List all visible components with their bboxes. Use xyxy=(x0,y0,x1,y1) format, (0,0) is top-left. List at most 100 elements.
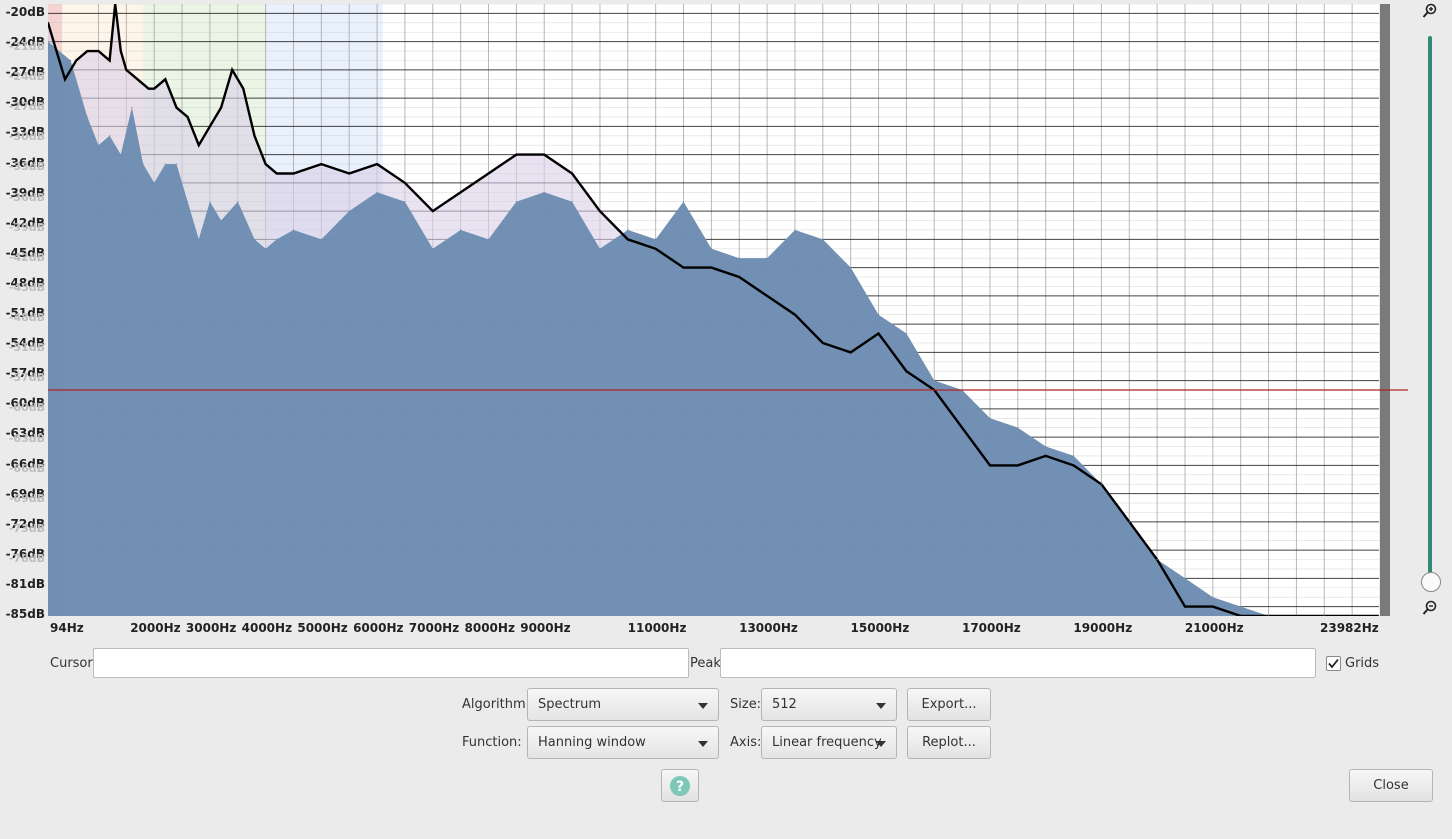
help-glyph: ? xyxy=(676,779,684,795)
axis-value: Linear frequency xyxy=(772,735,882,750)
db-tick-label: -45dB xyxy=(5,245,45,260)
series-2-point xyxy=(1239,615,1242,616)
db-tick-label: -20dB xyxy=(5,5,45,19)
frequency-tick-label: 17000Hz xyxy=(961,621,1021,635)
series-1-point xyxy=(404,201,406,203)
zoom-slider-thumb[interactable] xyxy=(1421,572,1441,592)
db-tick-label-secondary: -45dB xyxy=(8,280,45,294)
series-2-point xyxy=(821,342,824,344)
series-2-point xyxy=(738,276,741,278)
peak-field[interactable] xyxy=(720,648,1316,678)
db-tick-label-secondary: -30dB xyxy=(8,130,45,144)
series-1-point xyxy=(961,389,963,391)
series-1-point xyxy=(571,201,573,203)
series-2-point xyxy=(114,4,117,5)
series-2-point xyxy=(48,21,49,24)
db-tick-label: -51dB xyxy=(5,306,45,320)
series-1-point xyxy=(599,248,601,250)
db-tick-label: -42dB xyxy=(5,215,45,230)
series-2-point xyxy=(626,238,629,241)
series-2-point xyxy=(877,332,880,335)
series-2-point xyxy=(989,464,991,467)
series-2-point xyxy=(75,59,78,62)
series-2-point xyxy=(654,247,657,250)
series-1-point xyxy=(109,135,111,137)
series-2-point xyxy=(849,351,852,354)
series-2-point xyxy=(197,144,200,147)
series-2-point xyxy=(264,163,267,165)
series-2-point xyxy=(571,172,573,175)
series-1-point xyxy=(738,257,740,259)
axis-select[interactable]: Linear frequency xyxy=(761,726,897,759)
replot-button[interactable]: Replot... xyxy=(907,726,991,759)
size-label: Size: xyxy=(730,697,762,712)
peak-label: Peak: xyxy=(690,656,726,671)
frequency-tick-label: 11000Hz xyxy=(627,621,687,635)
zoom-slider-track[interactable] xyxy=(1428,36,1432,576)
db-tick-label-secondary: -66dB xyxy=(8,461,45,475)
spectrum-canvas xyxy=(48,4,1379,616)
size-value: 512 xyxy=(772,697,797,712)
series-1-point xyxy=(48,41,49,43)
frequency-tick-label: 8000Hz xyxy=(464,621,515,635)
frequency-tick-label: 13000Hz xyxy=(739,621,798,635)
series-1-point xyxy=(292,229,295,231)
series-1-point xyxy=(1184,577,1186,579)
series-2-point xyxy=(153,87,156,90)
series-1-point xyxy=(682,201,685,203)
algorithm-label: Algorithm: xyxy=(462,697,531,712)
grids-checkbox[interactable] xyxy=(1326,656,1341,671)
db-tick-label: -66dB xyxy=(5,456,45,471)
zoom-in-icon[interactable] xyxy=(1422,3,1438,19)
series-2-point xyxy=(231,69,234,71)
series-2-point xyxy=(404,181,406,184)
db-tick-label-secondary: -69dB xyxy=(8,491,45,505)
series-1-point xyxy=(1378,615,1379,616)
export-button[interactable]: Export... xyxy=(907,688,991,721)
series-2-point xyxy=(86,50,89,52)
frequency-tick-label: 9000Hz xyxy=(520,621,571,635)
cursor-label: Cursor: xyxy=(50,656,97,671)
series-2-point xyxy=(292,172,295,175)
series-1-point xyxy=(97,144,100,146)
function-select[interactable]: Hanning window xyxy=(527,726,719,759)
plot-vertical-scrollbar[interactable] xyxy=(1380,4,1390,616)
series-1-point xyxy=(905,332,907,335)
frequency-tick-label: 7000Hz xyxy=(408,621,460,635)
series-2-point xyxy=(459,191,462,194)
series-2-point xyxy=(599,210,601,213)
series-2-point xyxy=(1211,605,1214,608)
series-2-point xyxy=(209,125,211,128)
db-tick-label-secondary: -73dB xyxy=(8,521,45,535)
db-tick-label-secondary: -57dB xyxy=(8,371,45,385)
help-button[interactable]: ? xyxy=(661,769,699,802)
db-tick-label: -60dB xyxy=(5,396,45,411)
function-value: Hanning window xyxy=(538,735,646,750)
series-1-point xyxy=(131,106,133,109)
db-tick-label: -24dB xyxy=(5,35,45,50)
checkmark-icon xyxy=(1328,658,1339,669)
db-tick-label-secondary: -21dB xyxy=(8,40,45,53)
db-tick-label: -54dB xyxy=(5,336,45,351)
series-1-point xyxy=(320,238,322,240)
series-2-point xyxy=(1184,605,1186,608)
series-2-point xyxy=(125,69,128,71)
db-tick-label-secondary: -33dB xyxy=(8,160,45,174)
spectrum-plot[interactable] xyxy=(48,4,1379,616)
series-1-point xyxy=(432,248,434,250)
series-1-point xyxy=(1212,596,1214,598)
series-2-point xyxy=(961,426,964,429)
db-tick-label-secondary: -24dB xyxy=(8,70,45,84)
series-2-point xyxy=(933,389,936,391)
series-1-point xyxy=(487,238,490,240)
zoom-out-icon[interactable] xyxy=(1422,600,1438,616)
series-1-point xyxy=(198,238,200,240)
db-tick-label-secondary: -39dB xyxy=(8,220,45,234)
series-2-point xyxy=(905,370,908,373)
size-select[interactable]: 512 xyxy=(761,688,897,721)
close-button[interactable]: Close xyxy=(1349,769,1433,802)
series-2-point xyxy=(487,172,490,175)
cursor-field[interactable] xyxy=(93,648,689,678)
series-1-point xyxy=(175,163,178,165)
algorithm-select[interactable]: Spectrum xyxy=(527,688,719,721)
